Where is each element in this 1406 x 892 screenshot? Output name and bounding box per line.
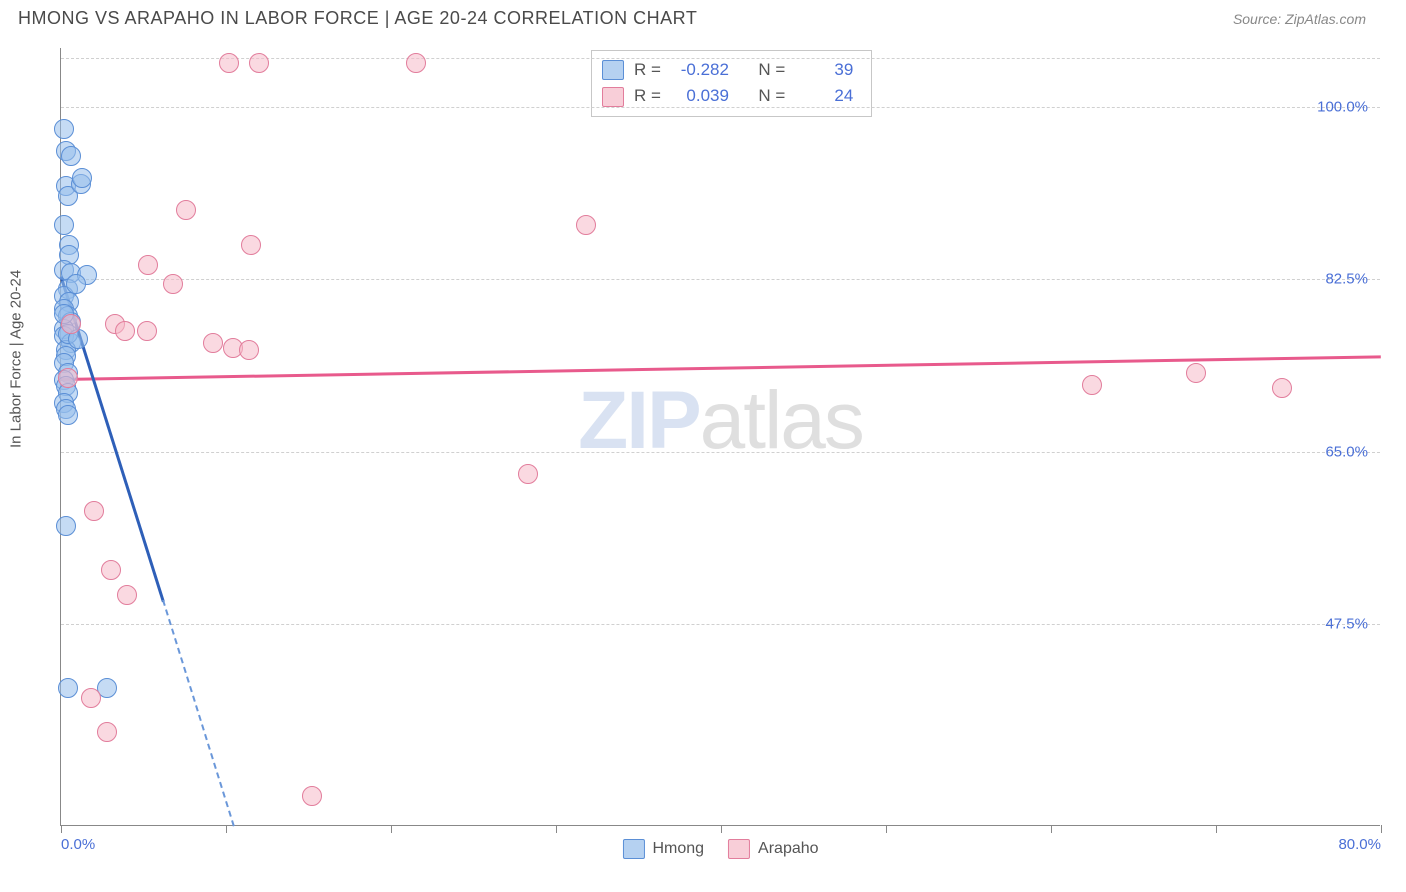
y-axis-label: In Labor Force | Age 20-24 [8, 270, 25, 448]
r-label: R = [634, 57, 661, 83]
r-label: R = [634, 83, 661, 109]
plot-area: ZIPatlas R = -0.282 N = 39 R = 0.039 N =… [60, 48, 1380, 826]
x-tick-label: 80.0% [1338, 836, 1381, 853]
x-tick [1216, 825, 1217, 833]
data-point [203, 333, 223, 353]
data-point [58, 368, 78, 388]
data-point [54, 119, 74, 139]
r-value-arapaho: 0.039 [671, 83, 729, 109]
trend-line [61, 355, 1381, 381]
x-tick [61, 825, 62, 833]
gridline [61, 279, 1380, 280]
gridline [61, 452, 1380, 453]
gridline [61, 624, 1380, 625]
legend-item-hmong: Hmong [622, 839, 704, 859]
data-point [163, 274, 183, 294]
chart-title: HMONG VS ARAPAHO IN LABOR FORCE | AGE 20… [18, 8, 697, 29]
trend-line [162, 600, 235, 827]
legend-item-arapaho: Arapaho [728, 839, 819, 859]
data-point [58, 678, 78, 698]
swatch-icon [622, 839, 644, 859]
data-point [54, 215, 74, 235]
data-point [115, 321, 135, 341]
legend-label-hmong: Hmong [652, 840, 704, 858]
data-point [241, 235, 261, 255]
data-point [56, 516, 76, 536]
data-point [576, 215, 596, 235]
swatch-icon [602, 60, 624, 80]
data-point [1272, 378, 1292, 398]
data-point [138, 255, 158, 275]
x-tick [226, 825, 227, 833]
x-tick [1381, 825, 1382, 833]
data-point [176, 200, 196, 220]
chart-header: HMONG VS ARAPAHO IN LABOR FORCE | AGE 20… [0, 0, 1406, 41]
watermark: ZIPatlas [578, 374, 863, 468]
data-point [61, 314, 81, 334]
data-point [518, 464, 538, 484]
data-point [58, 405, 78, 425]
source-label: Source: ZipAtlas.com [1233, 11, 1366, 27]
gridline [61, 107, 1380, 108]
legend-row-arapaho: R = 0.039 N = 24 [602, 83, 853, 109]
data-point [1186, 363, 1206, 383]
data-point [302, 786, 322, 806]
chart-container: In Labor Force | Age 20-24 ZIPatlas R = … [18, 48, 1388, 843]
data-point [97, 722, 117, 742]
x-tick [391, 825, 392, 833]
legend-row-hmong: R = -0.282 N = 39 [602, 57, 853, 83]
data-point [66, 274, 86, 294]
data-point [61, 146, 81, 166]
data-point [101, 560, 121, 580]
x-tick [1051, 825, 1052, 833]
y-tick-label: 47.5% [1325, 616, 1368, 633]
n-label: N = [758, 83, 785, 109]
swatch-icon [728, 839, 750, 859]
data-point [249, 53, 269, 73]
n-value-hmong: 39 [795, 57, 853, 83]
data-point [239, 340, 259, 360]
x-tick-label: 0.0% [61, 836, 95, 853]
x-tick [721, 825, 722, 833]
data-point [72, 168, 92, 188]
data-point [219, 53, 239, 73]
r-value-hmong: -0.282 [671, 57, 729, 83]
data-point [81, 688, 101, 708]
y-tick-label: 82.5% [1325, 271, 1368, 288]
legend-label-arapaho: Arapaho [758, 840, 819, 858]
n-label: N = [758, 57, 785, 83]
data-point [84, 501, 104, 521]
swatch-icon [602, 87, 624, 107]
y-tick-label: 65.0% [1325, 443, 1368, 460]
y-tick-label: 100.0% [1317, 99, 1368, 116]
data-point [1082, 375, 1102, 395]
data-point [117, 585, 137, 605]
data-point [137, 321, 157, 341]
series-legend: Hmong Arapaho [622, 839, 818, 859]
x-tick [886, 825, 887, 833]
n-value-arapaho: 24 [795, 83, 853, 109]
x-tick [556, 825, 557, 833]
data-point [406, 53, 426, 73]
